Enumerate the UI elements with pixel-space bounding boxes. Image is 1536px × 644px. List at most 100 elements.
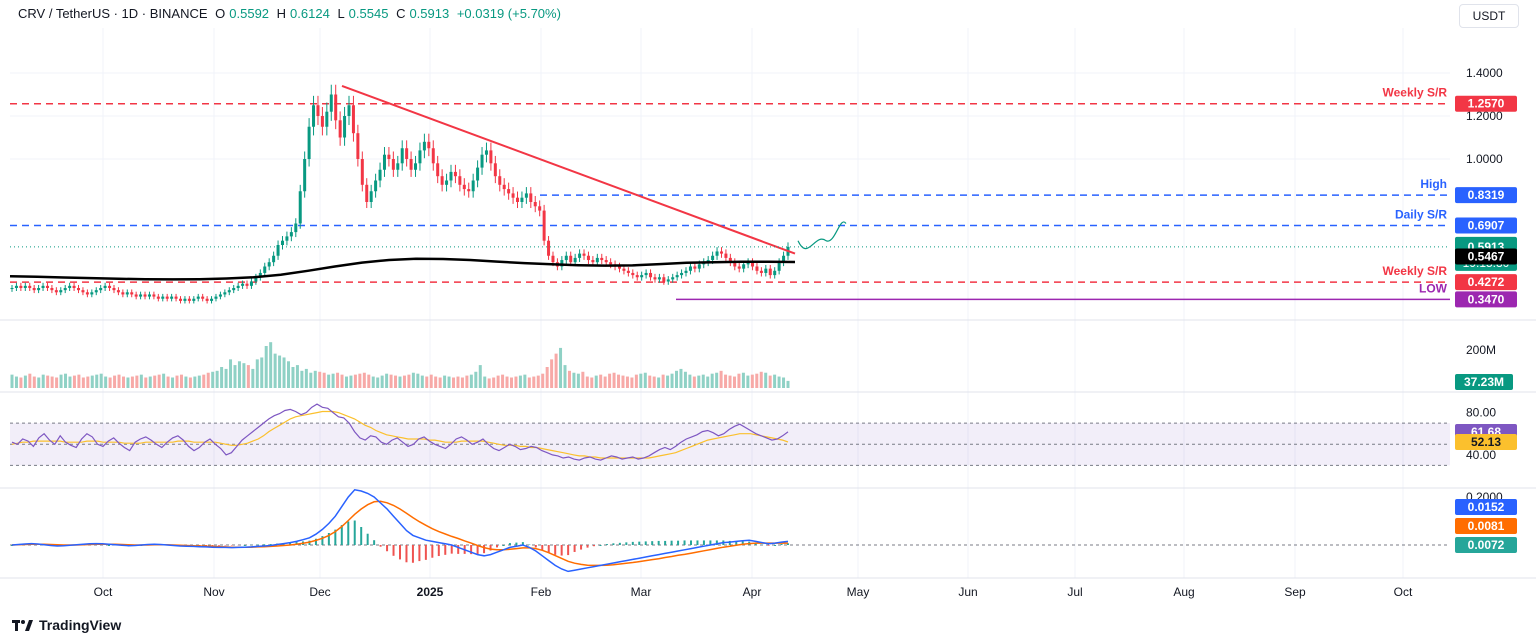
volume-bar (202, 374, 206, 388)
candle-body (351, 105, 355, 134)
volume-bar (246, 365, 250, 388)
volume-bar (643, 372, 647, 388)
volume-bar (229, 359, 233, 388)
volume-bar (563, 365, 567, 388)
candle-body (108, 285, 112, 288)
x-tick-label: Oct (1394, 585, 1413, 599)
volume-bar (675, 370, 679, 388)
level-tag-bg (1455, 95, 1517, 112)
volume-bar (188, 377, 192, 388)
volume-bar (295, 365, 299, 388)
high-label: H (276, 6, 287, 21)
macd-histogram-bar (573, 545, 576, 552)
level-label: Daily S/R (1395, 207, 1447, 221)
candle-body (63, 288, 67, 291)
candle-body (192, 298, 196, 301)
candle-body (680, 272, 684, 276)
macd-histogram-bar (735, 541, 738, 545)
candle-body (400, 148, 404, 164)
macd-histogram-bar (108, 545, 110, 546)
candle-body (338, 120, 342, 138)
candle-body (480, 154, 484, 168)
volume-bar (19, 377, 23, 388)
x-tick-label: Jun (958, 585, 977, 599)
volume-bar (304, 368, 308, 388)
candle-body (542, 210, 546, 241)
rsi-ma-tag-bg (1455, 434, 1517, 451)
macd-histogram-bar (567, 545, 570, 556)
volume-bar (23, 375, 27, 388)
volume-bar (501, 374, 505, 388)
volume-bar (688, 374, 692, 388)
volume-bar (639, 373, 643, 388)
candle-body (724, 253, 728, 258)
currency-button[interactable]: USDT (1459, 4, 1519, 28)
candle-body (23, 285, 27, 288)
volume-bar (559, 347, 563, 388)
candle-body (205, 298, 209, 301)
macd-histogram-bar (638, 541, 641, 545)
volume-bar (443, 375, 447, 388)
macd-histogram-bar (373, 540, 376, 545)
volume-bar (456, 376, 460, 388)
y-tick-label: 1.4000 (1466, 66, 1503, 80)
volume-bar (309, 372, 313, 388)
volume-bar (505, 376, 509, 388)
candle-body (773, 270, 777, 276)
candle-body (453, 171, 457, 177)
x-tick-label: Mar (631, 585, 652, 599)
macd-histogram-bar (11, 545, 13, 546)
candle-body (81, 290, 85, 293)
tradingview-logo-icon (12, 620, 33, 631)
candle-body (777, 262, 781, 271)
candle-body (715, 251, 719, 256)
volume-bar (237, 361, 241, 388)
tradingview-logo[interactable]: TradingView (12, 617, 121, 633)
volume-bar (434, 376, 438, 388)
macd-histogram-bar (644, 541, 647, 545)
volume-bar (527, 377, 531, 388)
volume-bar (394, 375, 398, 388)
volume-bar (95, 374, 99, 388)
volume-bar (376, 377, 380, 388)
candle-body (742, 264, 746, 269)
x-tick-label: Apr (743, 585, 762, 599)
symbol-title[interactable]: CRV / TetherUS · 1D · BINANCE (18, 6, 208, 21)
ma200-line (9, 257, 796, 281)
volume-bar (581, 371, 585, 388)
candle-body (609, 262, 613, 265)
x-tick-label: Nov (203, 585, 224, 599)
volume-bar (211, 371, 215, 388)
close-value: 0.5913 (409, 6, 450, 21)
volume-y-tick: 200M (1466, 343, 1496, 357)
macd-histogram-bar (269, 544, 272, 545)
candle-body (179, 298, 183, 301)
level-tag-bg (1455, 274, 1517, 291)
macd-histogram-bar (787, 543, 789, 545)
volume-bar (32, 376, 36, 388)
macd-histogram-bar (780, 544, 783, 545)
volume-bar (452, 377, 456, 388)
candle-body (631, 272, 635, 276)
macd-histogram-bar (651, 541, 654, 545)
macd-histogram-bar (767, 545, 770, 546)
rsi-y-tick: 80.00 (1466, 406, 1496, 420)
macd-histogram-bar (631, 541, 634, 545)
volume-bar (130, 376, 134, 388)
volume-bar (144, 377, 148, 388)
x-tick-label: May (847, 585, 870, 599)
macd-histogram-bar (334, 529, 337, 545)
candle-body (755, 266, 759, 271)
candle-body (462, 184, 466, 190)
candle-body (391, 159, 395, 170)
volume-bar (599, 374, 603, 388)
macd-histogram-bar (657, 540, 660, 545)
macd-histogram-bar (554, 545, 557, 555)
candle-body (285, 236, 289, 241)
volume-bar (590, 377, 594, 388)
volume-bar (661, 374, 665, 388)
macd-histogram-bar (321, 536, 324, 545)
macd-histogram-bar (386, 545, 389, 552)
candle-body (201, 296, 205, 299)
